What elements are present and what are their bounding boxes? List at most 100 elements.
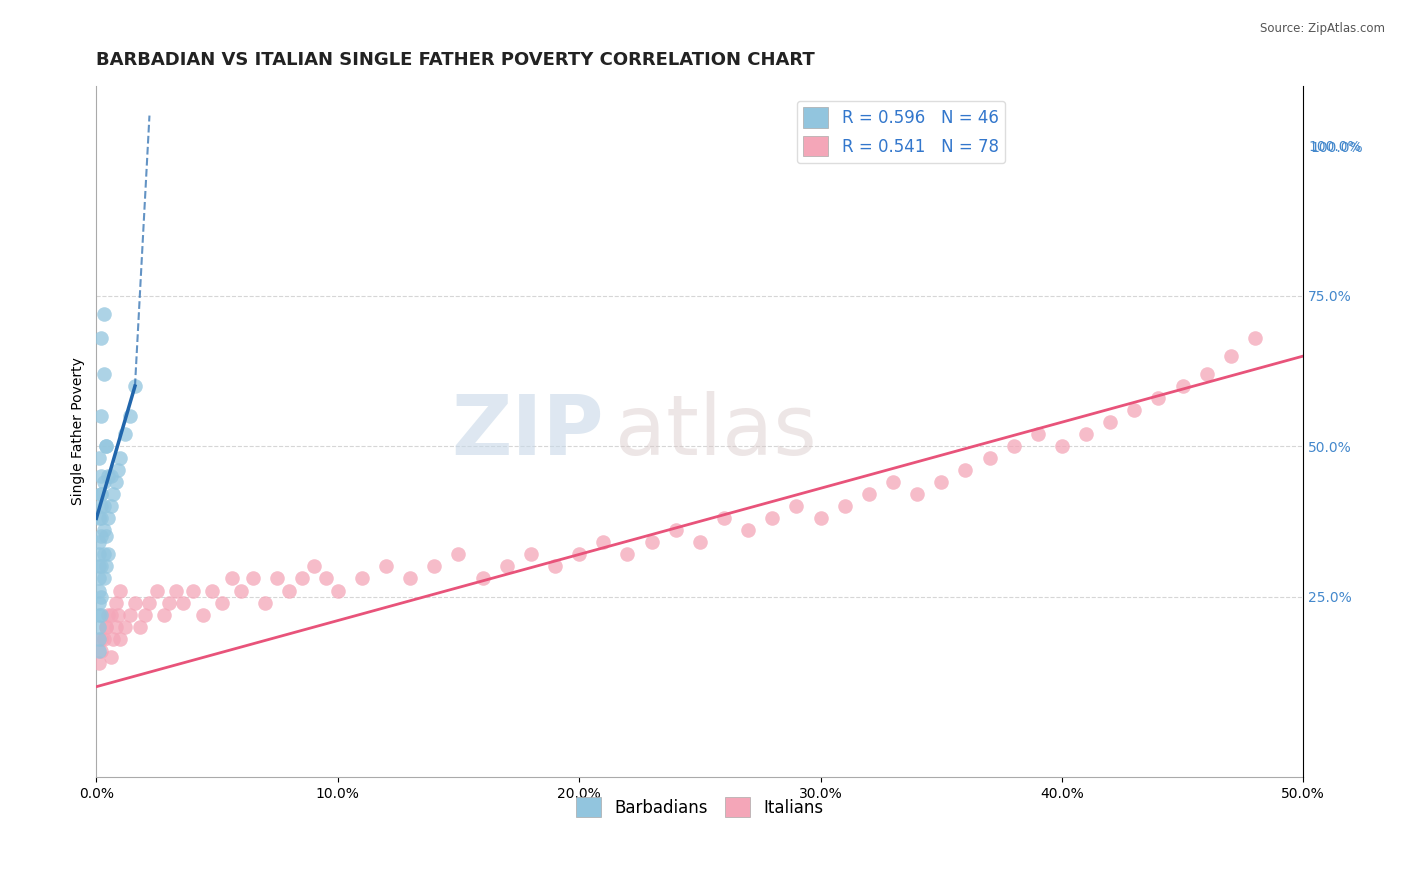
Point xyxy=(231,583,253,598)
Point xyxy=(211,595,233,609)
Point xyxy=(90,469,112,483)
Point xyxy=(181,583,204,598)
Point xyxy=(93,632,115,646)
Point xyxy=(138,595,160,609)
Point xyxy=(90,607,112,622)
Point xyxy=(87,656,110,670)
Point xyxy=(87,451,110,466)
Point xyxy=(1171,379,1194,393)
Point xyxy=(471,572,494,586)
Point xyxy=(399,572,422,586)
Point xyxy=(145,583,167,598)
Point xyxy=(1123,403,1146,417)
Point xyxy=(90,643,112,657)
Point xyxy=(266,572,288,586)
Point xyxy=(689,535,711,549)
Point xyxy=(128,619,150,633)
Point xyxy=(97,548,120,562)
Text: 100.0%: 100.0% xyxy=(1310,141,1362,155)
Point xyxy=(254,595,277,609)
Point xyxy=(955,463,977,477)
Point xyxy=(104,595,127,609)
Legend: Barbadians, Italians: Barbadians, Italians xyxy=(569,790,830,824)
Point xyxy=(834,500,856,514)
Point xyxy=(90,331,112,345)
Point xyxy=(201,583,224,598)
Point xyxy=(110,632,132,646)
Point xyxy=(858,487,880,501)
Point xyxy=(93,572,115,586)
Point xyxy=(1244,331,1267,345)
Point xyxy=(221,572,243,586)
Point xyxy=(905,487,928,501)
Point xyxy=(315,572,337,586)
Point xyxy=(979,451,1001,466)
Point xyxy=(172,595,194,609)
Point xyxy=(93,307,115,321)
Point xyxy=(761,511,783,525)
Point xyxy=(97,511,120,525)
Point xyxy=(90,632,112,646)
Point xyxy=(423,559,446,574)
Point xyxy=(94,529,117,543)
Point xyxy=(110,583,132,598)
Point xyxy=(97,607,120,622)
Text: atlas: atlas xyxy=(616,391,817,472)
Point xyxy=(87,548,110,562)
Point xyxy=(100,607,122,622)
Text: Source: ZipAtlas.com: Source: ZipAtlas.com xyxy=(1260,22,1385,36)
Point xyxy=(1195,367,1218,381)
Point xyxy=(90,529,112,543)
Point xyxy=(103,632,125,646)
Point xyxy=(120,607,142,622)
Point xyxy=(665,524,688,538)
Point xyxy=(90,511,112,525)
Point xyxy=(375,559,398,574)
Point xyxy=(520,548,543,562)
Point xyxy=(104,619,127,633)
Point xyxy=(107,463,129,477)
Point xyxy=(87,632,110,646)
Point xyxy=(326,583,349,598)
Point xyxy=(90,559,112,574)
Point xyxy=(87,511,110,525)
Point xyxy=(191,607,214,622)
Text: BARBADIAN VS ITALIAN SINGLE FATHER POVERTY CORRELATION CHART: BARBADIAN VS ITALIAN SINGLE FATHER POVER… xyxy=(97,51,815,69)
Point xyxy=(90,487,112,501)
Point xyxy=(495,559,517,574)
Point xyxy=(1099,415,1122,429)
Point xyxy=(242,572,264,586)
Point xyxy=(93,524,115,538)
Point xyxy=(87,643,110,657)
Point xyxy=(114,427,136,442)
Point xyxy=(568,548,591,562)
Point xyxy=(350,572,373,586)
Point xyxy=(785,500,807,514)
Point xyxy=(94,439,117,453)
Point xyxy=(114,619,136,633)
Point xyxy=(124,379,146,393)
Point xyxy=(713,511,735,525)
Point xyxy=(544,559,567,574)
Point xyxy=(87,572,110,586)
Point xyxy=(87,583,110,598)
Point xyxy=(810,511,832,525)
Point xyxy=(97,469,120,483)
Point xyxy=(124,595,146,609)
Point xyxy=(93,475,115,490)
Point xyxy=(94,619,117,633)
Point xyxy=(87,595,110,609)
Point xyxy=(100,649,122,664)
Point xyxy=(87,607,110,622)
Point xyxy=(110,451,132,466)
Point xyxy=(616,548,638,562)
Point xyxy=(929,475,952,490)
Point xyxy=(882,475,904,490)
Point xyxy=(1219,349,1241,363)
Point xyxy=(93,548,115,562)
Point xyxy=(737,524,759,538)
Point xyxy=(100,500,122,514)
Point xyxy=(87,619,110,633)
Point xyxy=(592,535,614,549)
Point xyxy=(93,500,115,514)
